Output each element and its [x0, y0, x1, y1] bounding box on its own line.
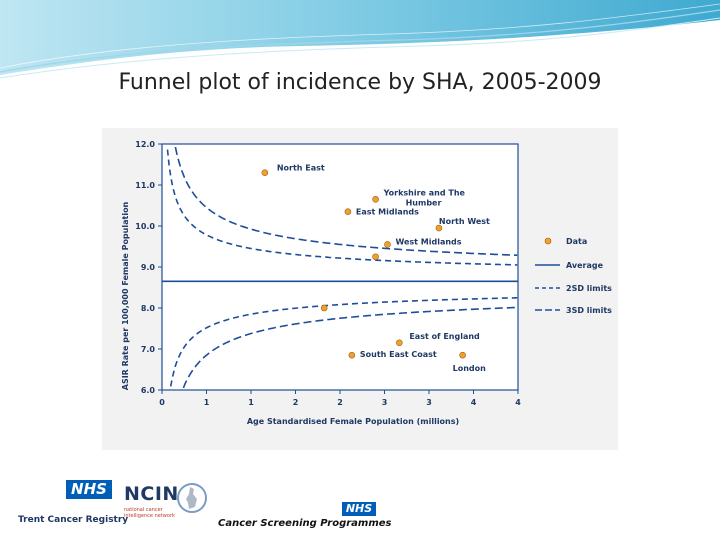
- data-point-label: South East Coast: [360, 350, 437, 359]
- data-point-label: North East: [277, 164, 325, 173]
- x-axis-label: Age Standardised Female Population (mill…: [247, 417, 459, 426]
- cancer-screening-programmes-text: Cancer Screening Programmes: [218, 518, 392, 529]
- funnel-plot-chart: 6.0 7.0 8.0 9.0 10.0 11.0 12.0 0 1 1 2 2 3 3 4 4 North…: [121, 140, 612, 426]
- y-axis-label: ASIR Rate per 100,000 Female Population: [121, 201, 130, 390]
- data-point: [435, 224, 443, 232]
- data-point: [320, 304, 328, 312]
- x-tick-label: 0: [159, 398, 165, 407]
- x-tick-label: 2: [337, 398, 343, 407]
- data-point: [384, 241, 391, 248]
- data-point-label: Yorkshire and The: [383, 188, 466, 197]
- y-tick-label: 7.0: [141, 345, 156, 354]
- x-tick-label: 2: [293, 398, 299, 407]
- x-tick-label: 3: [382, 398, 388, 407]
- plot-area: [161, 143, 519, 391]
- data-point: [396, 339, 403, 347]
- upper-3sd-curve: [174, 146, 518, 256]
- data-point: [348, 351, 356, 359]
- x-tick-label: 4: [471, 398, 477, 407]
- legend-label: Data: [566, 237, 587, 246]
- data-point-label: East of England: [409, 332, 480, 341]
- y-tick-label: 10.0: [135, 222, 155, 231]
- y-tick-label: 8.0: [141, 304, 156, 313]
- data-point: [372, 253, 379, 261]
- legend-label: Average: [566, 261, 604, 270]
- trent-cancer-registry-text: Trent Cancer Registry: [18, 515, 129, 525]
- x-tick-label: 3: [426, 398, 432, 407]
- x-tick-label: 1: [204, 398, 210, 407]
- nhs-logo-right: NHS: [342, 502, 376, 516]
- ncin-subtitle: national cancer intelligence network: [124, 507, 175, 519]
- slide-title: Funnel plot of incidence by SHA, 2005-20…: [118, 70, 602, 95]
- data-point: [459, 351, 466, 359]
- data-point-label: East Midlands: [356, 208, 419, 217]
- upper-2sd-curve: [166, 149, 518, 266]
- legend-label: 2SD limits: [566, 284, 612, 293]
- y-tick-label: 12.0: [135, 140, 155, 149]
- uk-map-icon: [177, 483, 207, 513]
- data-point-label: West Midlands: [395, 237, 461, 246]
- data-point: [344, 208, 352, 215]
- funnel-plot-panel: 6.0 7.0 8.0 9.0 10.0 11.0 12.0 0 1 1 2 2 3 3 4 4 North…: [102, 128, 618, 450]
- header-wave-decoration: [0, 0, 720, 79]
- y-tick-label: 6.0: [141, 386, 156, 395]
- data-point: [372, 196, 379, 203]
- data-point-label: London: [453, 364, 487, 373]
- lower-2sd-curve: [169, 297, 518, 387]
- y-tick-label: 11.0: [135, 181, 155, 190]
- legend-label: 3SD limits: [566, 306, 612, 315]
- ncin-logo: NCIN national cancer intelligence networ…: [124, 481, 212, 527]
- y-tick-label: 9.0: [141, 263, 156, 272]
- data-point-label: Humber: [406, 198, 442, 207]
- legend-data-marker: [544, 237, 552, 245]
- lower-3sd-curve: [182, 306, 518, 389]
- ncin-logo-text: NCIN: [124, 483, 179, 505]
- nhs-logo-left: NHS: [66, 480, 112, 499]
- data-point: [261, 169, 269, 177]
- data-point-label: North West: [439, 217, 490, 226]
- x-tick-label: 4: [515, 398, 521, 407]
- x-tick-label: 1: [248, 398, 254, 407]
